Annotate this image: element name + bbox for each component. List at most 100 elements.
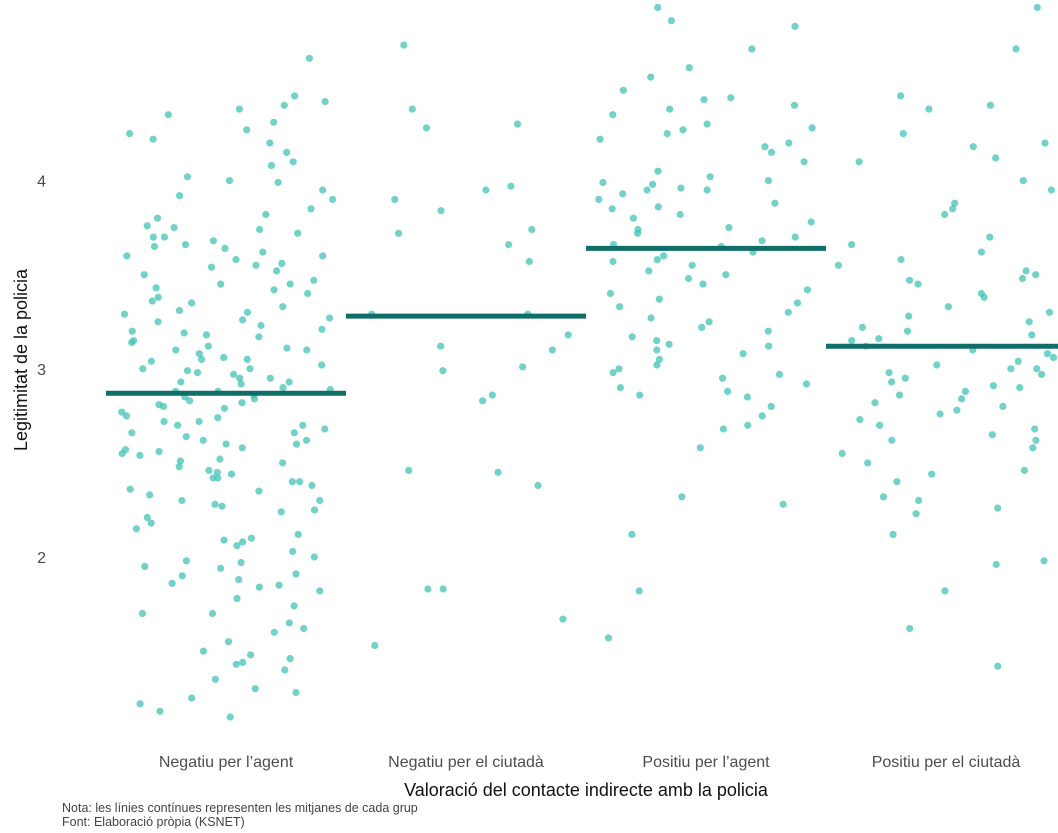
data-point [564,331,572,339]
data-point [226,713,234,721]
data-point [1049,353,1058,362]
data-point [208,609,217,618]
data-point [875,335,883,343]
data-point [188,694,196,702]
data-point [217,280,225,288]
data-point [405,466,413,474]
data-point [599,178,607,187]
data-point [154,318,162,326]
data-point [182,433,190,441]
data-point [220,404,228,412]
data-point [941,210,949,219]
data-point [525,257,533,266]
data-point [250,395,258,403]
data-point [1043,350,1052,358]
data-point [803,286,812,294]
data-point [604,634,613,642]
data-point [126,130,134,138]
data-point [653,337,661,345]
data-point [505,241,513,249]
data-point [204,342,212,350]
data-point [143,513,151,522]
data-point [724,387,732,395]
data-point [307,205,315,213]
data-point [793,299,802,307]
data-point [236,374,244,382]
data-point [800,158,808,166]
data-point [999,402,1007,410]
x-tick-label: Positiu per l’agent [642,754,770,771]
data-point [608,205,616,213]
data-point [903,327,912,335]
data-point [294,530,302,539]
data-point [300,624,308,633]
data-point [988,431,996,439]
data-point [164,111,172,119]
data-point [316,496,324,505]
data-point [609,111,617,119]
data-point [122,412,131,420]
data-point [628,530,636,539]
data-point [534,481,542,490]
data-point [278,259,286,267]
data-point [1031,425,1039,433]
data-point [211,675,219,683]
data-point [280,101,288,109]
data-point [906,624,914,633]
data-point [1029,444,1037,452]
data-point [239,658,247,667]
data-point [677,184,685,192]
data-point [858,323,867,331]
data-point [292,688,300,697]
x-tick-label: Positiu per el ciutadà [872,754,1021,771]
data-point [1016,384,1024,392]
data-point [1014,357,1022,365]
data-point [251,685,259,693]
data-point [765,342,773,350]
data-point [994,662,1002,670]
data-point [308,481,316,490]
data-point [838,449,846,458]
data-point [719,425,728,433]
data-point [848,337,856,345]
data-point [148,297,156,305]
data-point [290,429,298,437]
data-point [279,303,287,311]
data-point [139,365,147,373]
data-point [653,361,661,369]
data-point [771,199,779,207]
data-point [270,118,278,126]
data-point [722,271,730,279]
data-point [507,182,515,190]
data-point [175,463,183,471]
data-point [221,244,229,252]
data-point [128,327,136,335]
data-points [118,3,1058,721]
data-point [255,225,264,234]
data-point [153,214,162,222]
data-point [225,177,234,185]
data-point [666,105,674,113]
data-point [178,496,186,505]
data-point [227,470,236,478]
data-point [424,585,432,593]
data-point [255,583,263,591]
data-point [220,536,228,544]
data-point [288,478,296,486]
data-point [329,195,337,203]
data-point [758,237,766,245]
data-point [186,397,194,405]
data-point [914,280,922,288]
data-point [319,186,327,194]
data-point [905,276,914,284]
data-point [143,222,151,230]
data-point [1033,365,1041,373]
data-point [283,344,291,352]
strip-chart: 2 3 4 Negatiu per l’agent Negatiu per el ci… [11,3,1058,800]
data-point [237,559,245,567]
data-point [895,391,904,399]
data-point [285,378,293,386]
data-point [232,660,240,668]
data-point [1007,365,1015,373]
data-point [559,615,567,623]
